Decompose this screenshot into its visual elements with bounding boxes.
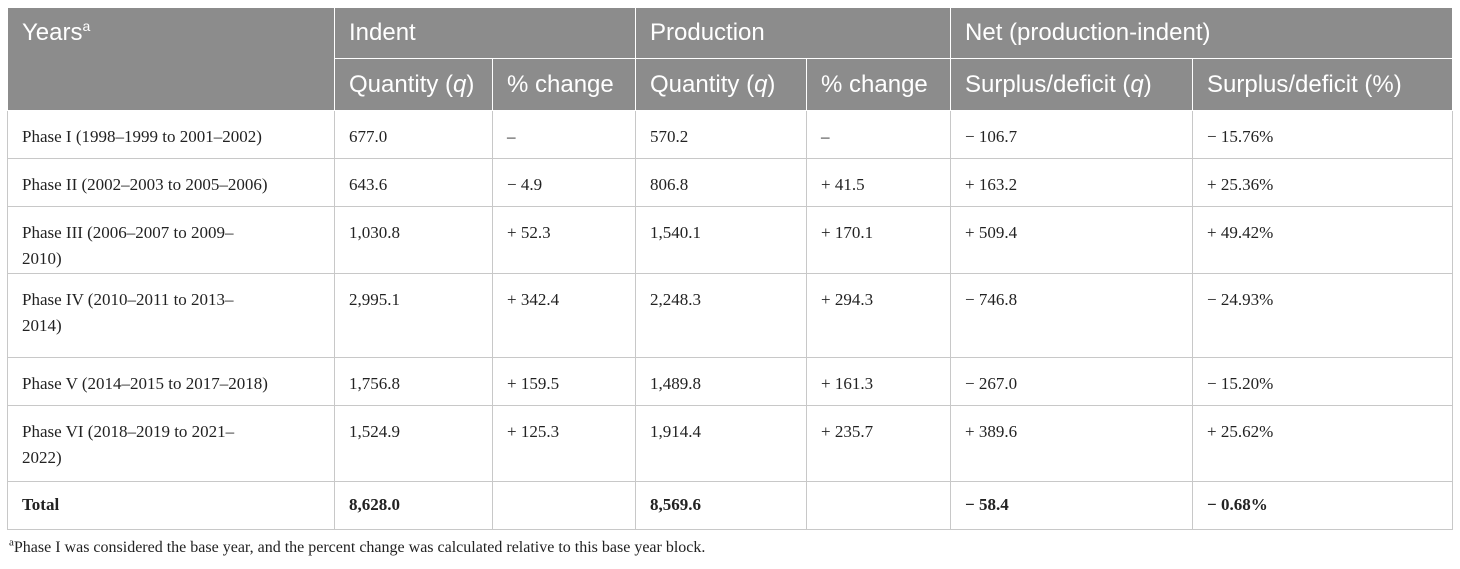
table-row: Phase V (2014–2015 to 2017–2018) 1,756.8… (7, 356, 1454, 406)
total-prod-pct-empty (806, 480, 952, 530)
cell-prod-qty: 570.2 (635, 110, 808, 159)
cell-indent-pct: + 52.3 (491, 206, 637, 274)
cell-indent-qty: 2,995.1 (334, 272, 493, 358)
cell-prod-pct: + 294.3 (806, 272, 952, 358)
cell-years: Phase VI (2018–2019 to 2021–2022) (7, 404, 335, 482)
total-net-pct: − 0.68% (1192, 480, 1454, 530)
cell-net-q: − 106.7 (950, 110, 1194, 159)
cell-indent-qty: 1,756.8 (334, 356, 493, 406)
header-indent-pct-change: % change (491, 58, 637, 111)
cell-years: Phase IV (2010–2011 to 2013–2014) (7, 272, 335, 358)
cell-net-q: + 509.4 (950, 206, 1194, 274)
cell-indent-qty: 643.6 (334, 158, 493, 207)
cell-prod-pct: + 170.1 (806, 206, 952, 274)
cell-net-pct: + 49.42% (1192, 206, 1454, 274)
table-row: Phase II (2002–2003 to 2005–2006) 643.6 … (7, 158, 1454, 207)
cell-net-q: − 746.8 (950, 272, 1194, 358)
cell-prod-qty: 1,540.1 (635, 206, 808, 274)
cell-indent-pct: + 342.4 (491, 272, 637, 358)
header-years-label: Years (22, 19, 83, 46)
cell-indent-pct: − 4.9 (491, 158, 637, 207)
table-row: Phase VI (2018–2019 to 2021–2022) 1,524.… (7, 404, 1454, 482)
cell-prod-qty: 806.8 (635, 158, 808, 207)
cell-indent-qty: 677.0 (334, 110, 493, 159)
header-surplus-deficit-q: Surplus/deficit (q) (950, 58, 1194, 111)
cell-years: Phase II (2002–2003 to 2005–2006) (7, 158, 335, 207)
header-surplus-deficit-pct: Surplus/deficit (%) (1192, 58, 1454, 111)
cell-net-q: + 389.6 (950, 404, 1194, 482)
total-net-q: − 58.4 (950, 480, 1194, 530)
cell-indent-pct: + 159.5 (491, 356, 637, 406)
qty-unit: q (754, 70, 768, 98)
total-row: Total 8,628.0 8,569.6 − 58.4 − 0.68% (7, 480, 1454, 530)
qty-suffix: ) (767, 70, 776, 98)
cell-prod-qty: 1,489.8 (635, 356, 808, 406)
header-production-pct-change: % change (806, 58, 952, 111)
footnote-text: Phase I was considered the base year, an… (13, 539, 706, 556)
surplus-unit: q (1130, 70, 1144, 98)
cell-prod-pct: + 235.7 (806, 404, 952, 482)
cell-net-pct: − 15.76% (1192, 110, 1454, 159)
cell-indent-pct: + 125.3 (491, 404, 637, 482)
table-row: Phase III (2006–2007 to 2009–2010) 1,030… (7, 206, 1454, 274)
cell-net-pct: − 24.93% (1192, 272, 1454, 358)
cell-prod-qty: 1,914.4 (635, 404, 808, 482)
table-footnote: aPhase I was considered the base year, a… (9, 536, 706, 557)
header-indent-quantity: Quantity (q) (334, 58, 493, 111)
header-net: Net (production-indent) (950, 7, 1454, 59)
header-years-note: a (82, 18, 91, 34)
surplus-prefix: Surplus/deficit ( (965, 70, 1131, 98)
cell-net-q: + 163.2 (950, 158, 1194, 207)
total-indent-pct-empty (491, 480, 637, 530)
cell-prod-pct: – (806, 110, 952, 159)
cell-prod-qty: 2,248.3 (635, 272, 808, 358)
cell-prod-pct: + 41.5 (806, 158, 952, 207)
cell-net-pct: + 25.62% (1192, 404, 1454, 482)
table-row: Phase IV (2010–2011 to 2013–2014) 2,995.… (7, 272, 1454, 358)
header-years: Yearsa (7, 7, 335, 111)
header-production: Production (635, 7, 952, 59)
indent-production-table: Yearsa Indent Production Net (production… (7, 7, 1454, 530)
total-label: Total (7, 480, 335, 530)
cell-years: Phase V (2014–2015 to 2017–2018) (7, 356, 335, 406)
qty-prefix: Quantity ( (349, 70, 454, 98)
cell-years: Phase I (1998–1999 to 2001–2002) (7, 110, 335, 159)
surplus-suffix: ) (1143, 70, 1152, 98)
cell-years: Phase III (2006–2007 to 2009–2010) (7, 206, 335, 274)
footnote-marker: a (9, 536, 14, 549)
qty-prefix: Quantity ( (650, 70, 755, 98)
cell-indent-qty: 1,524.9 (334, 404, 493, 482)
cell-net-q: − 267.0 (950, 356, 1194, 406)
qty-unit: q (453, 70, 467, 98)
cell-net-pct: + 25.36% (1192, 158, 1454, 207)
total-indent-qty: 8,628.0 (334, 480, 493, 530)
table-row: Phase I (1998–1999 to 2001–2002) 677.0 –… (7, 110, 1454, 159)
header-indent: Indent (333, 7, 637, 59)
qty-suffix: ) (466, 70, 475, 98)
header-production-quantity: Quantity (q) (635, 58, 808, 111)
cell-indent-pct: – (491, 110, 637, 159)
total-prod-qty: 8,569.6 (635, 480, 808, 530)
cell-indent-qty: 1,030.8 (334, 206, 493, 274)
cell-net-pct: − 15.20% (1192, 356, 1454, 406)
cell-prod-pct: + 161.3 (806, 356, 952, 406)
